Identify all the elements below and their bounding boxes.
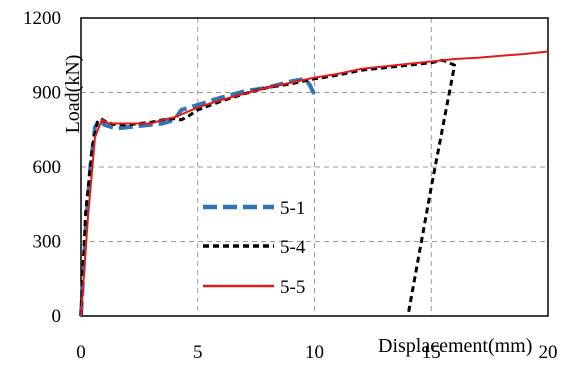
legend-label-5-5: 5-5: [280, 277, 305, 298]
series-lines: [79, 50, 549, 317]
x-axis-tick-labels: 0 5 10 15 20: [76, 342, 557, 363]
y-tick-label: 900: [33, 83, 62, 104]
y-tick-label: 300: [33, 232, 62, 253]
y-tick-label: 1200: [23, 8, 61, 29]
legend: 5-1 5-4 5-5: [203, 198, 306, 298]
x-axis-label: Displacement(mm): [378, 335, 532, 357]
x-tick-label: 20: [539, 342, 558, 363]
y-tick-label: 600: [33, 157, 62, 178]
series-line-5-5: [80, 50, 549, 317]
y-axis-label: Load(kN): [62, 55, 84, 134]
legend-label-5-4: 5-4: [280, 237, 306, 258]
x-tick-label: 5: [193, 342, 203, 363]
x-tick-label: 0: [76, 342, 86, 363]
x-tick-label: 10: [305, 342, 324, 363]
series-line-5-4: [79, 58, 457, 317]
x-tick-label: 15: [422, 342, 441, 363]
y-tick-label: 0: [52, 306, 62, 327]
y-axis-tick-labels: 0 300 600 900 1200: [23, 8, 61, 327]
gridlines: [81, 18, 548, 316]
plot-area-frame: [80, 17, 549, 317]
legend-label-5-1: 5-1: [280, 198, 305, 219]
